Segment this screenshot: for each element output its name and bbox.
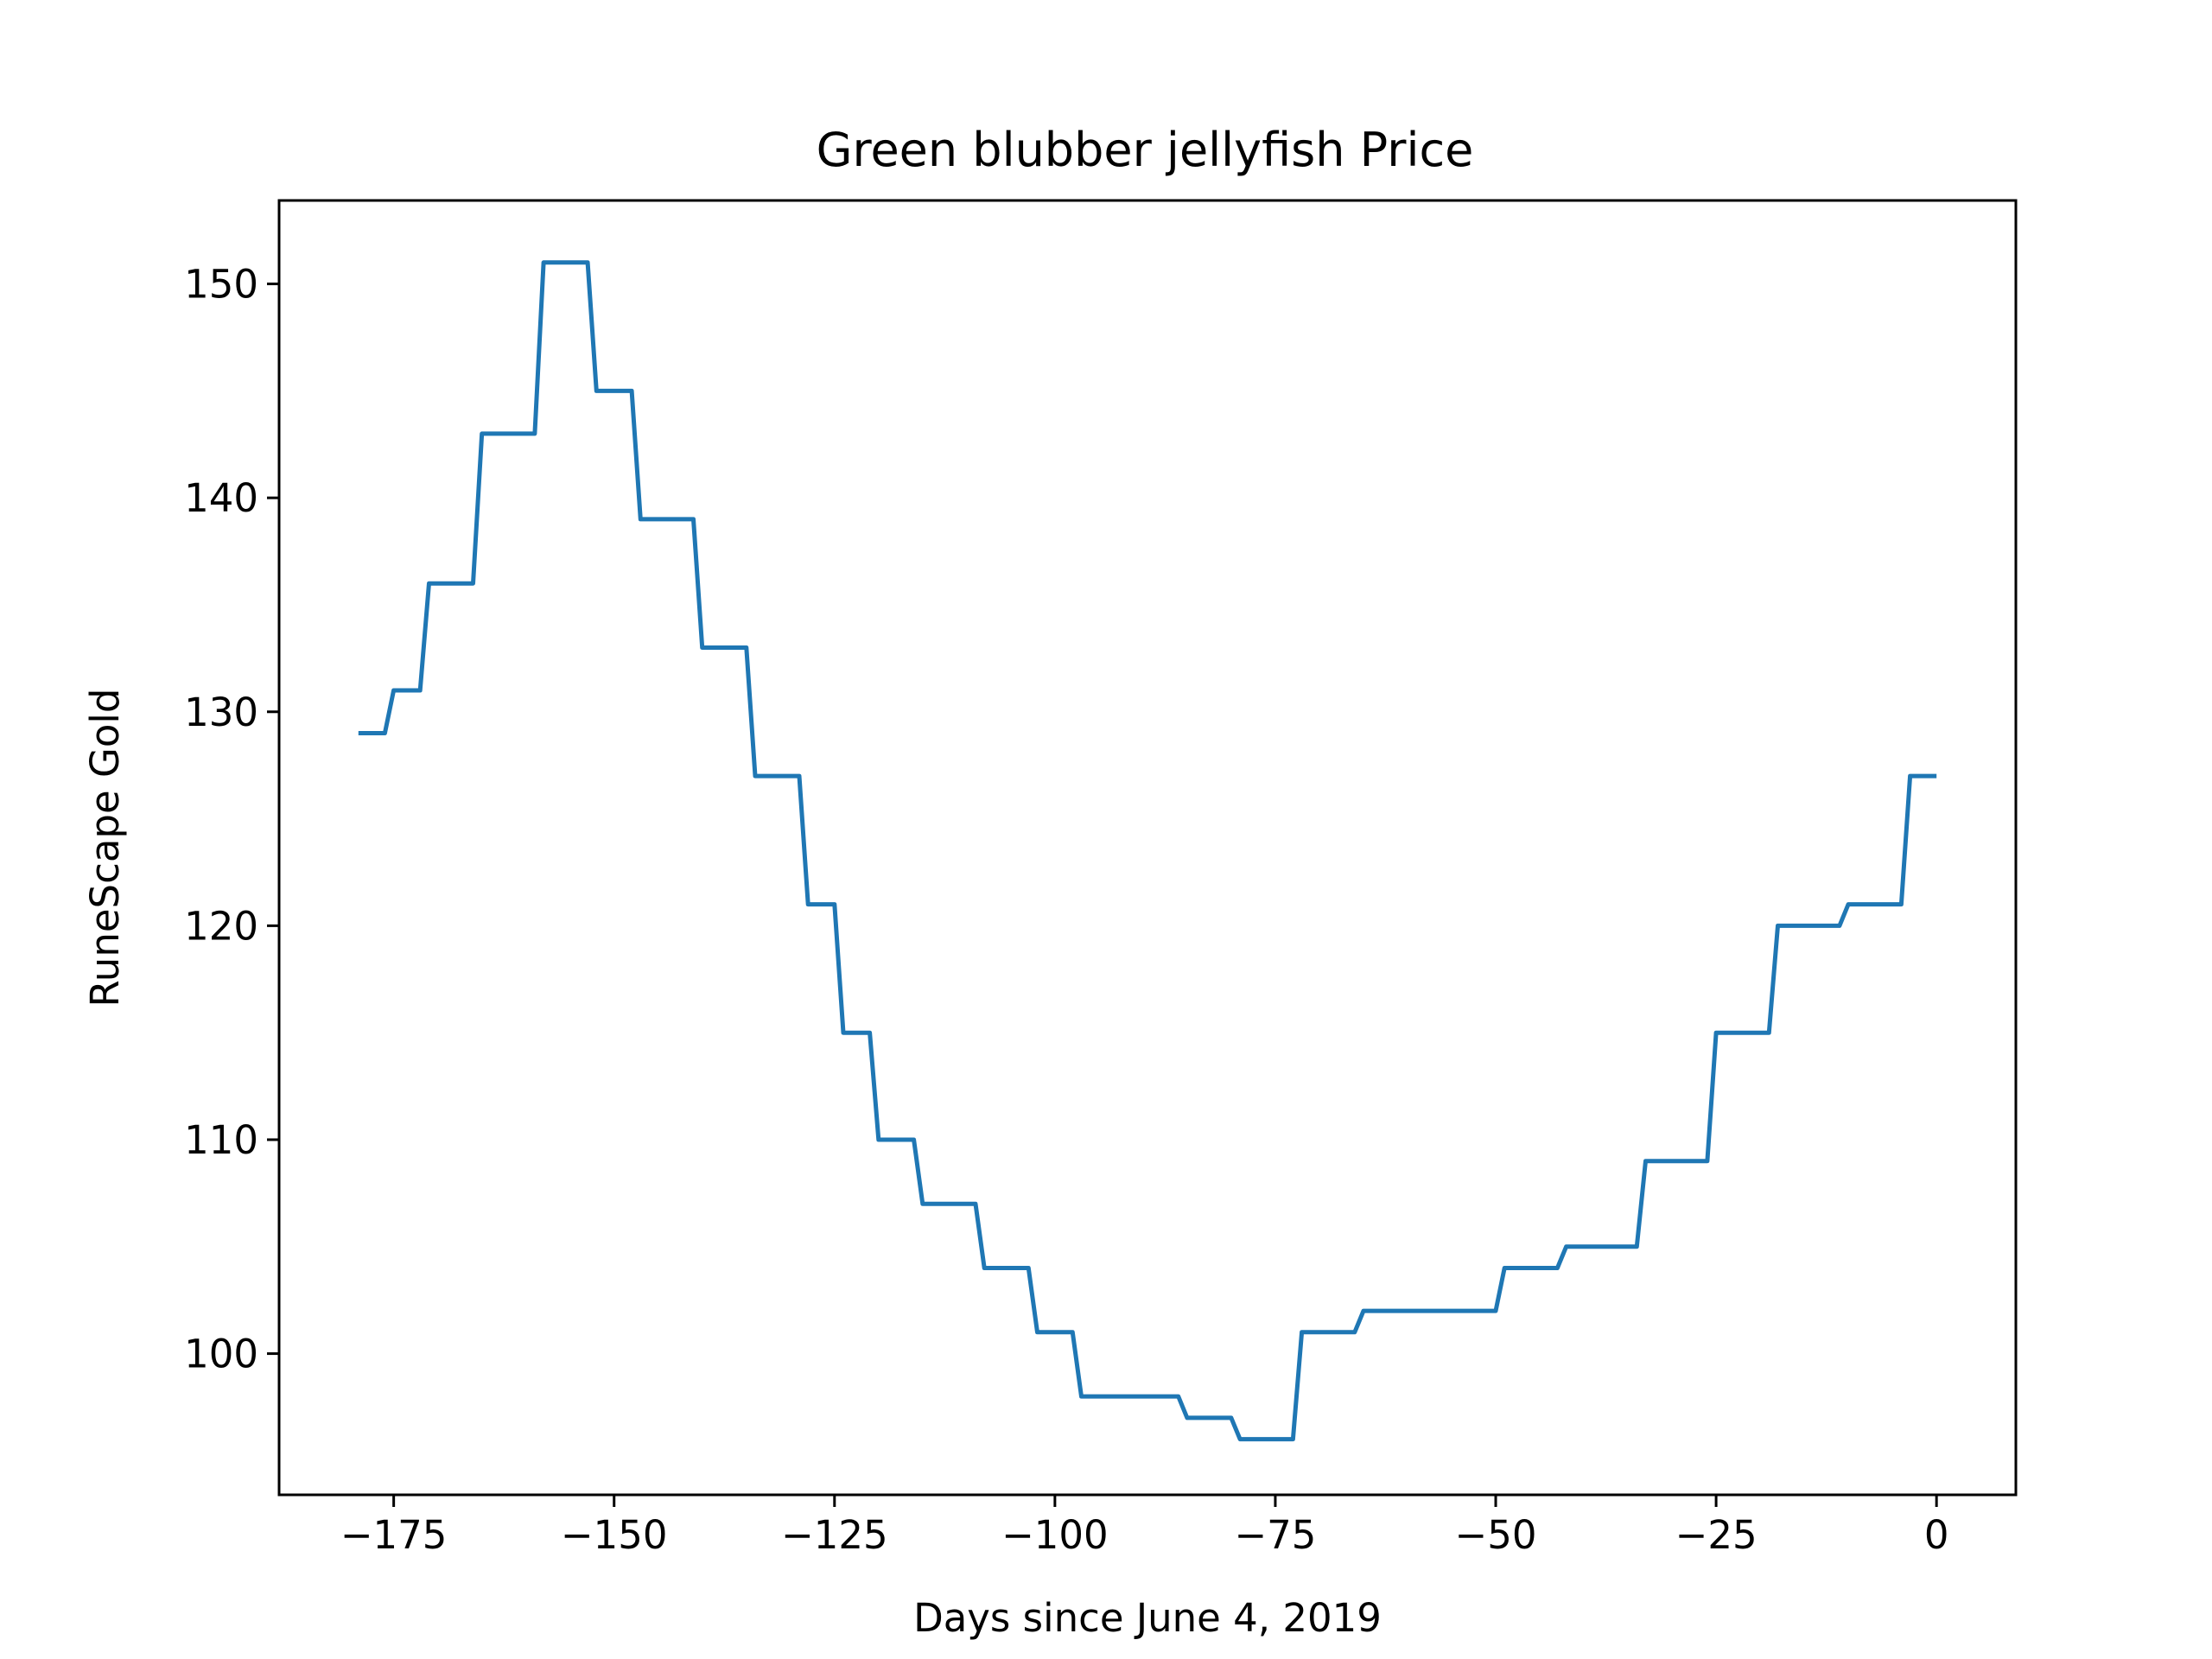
series-line-0 xyxy=(358,260,1937,1442)
x-tick-label: −175 xyxy=(340,1512,448,1558)
x-tick-label: −100 xyxy=(1001,1512,1109,1558)
x-tick-label: −150 xyxy=(561,1512,668,1558)
plot-frame xyxy=(277,199,2018,1497)
y-tick-label: 110 xyxy=(184,1117,258,1163)
y-axis-label: RuneScape Gold xyxy=(82,689,128,1007)
y-tick-label: 150 xyxy=(184,262,258,308)
x-tick-label: −50 xyxy=(1455,1512,1537,1558)
y-tick-label: 120 xyxy=(184,903,258,949)
x-axis-label: Days since June 4, 2019 xyxy=(913,1595,1382,1641)
y-tick-label: 100 xyxy=(184,1332,258,1377)
x-tick-label: −25 xyxy=(1675,1512,1758,1558)
plot-area xyxy=(358,260,1937,1442)
chart-title: Green blubber jellyfish Price xyxy=(817,123,1474,177)
y-tick-label: 140 xyxy=(184,475,258,521)
x-axis: −175 −150 −125 −100 −75 −50 −25 0 xyxy=(340,1495,1949,1558)
x-tick-label: −75 xyxy=(1234,1512,1316,1558)
y-tick-label: 130 xyxy=(184,690,258,735)
x-tick-label: 0 xyxy=(1924,1512,1949,1558)
x-tick-label: −125 xyxy=(781,1512,888,1558)
y-axis: 100 110 120 130 140 150 xyxy=(184,262,279,1377)
